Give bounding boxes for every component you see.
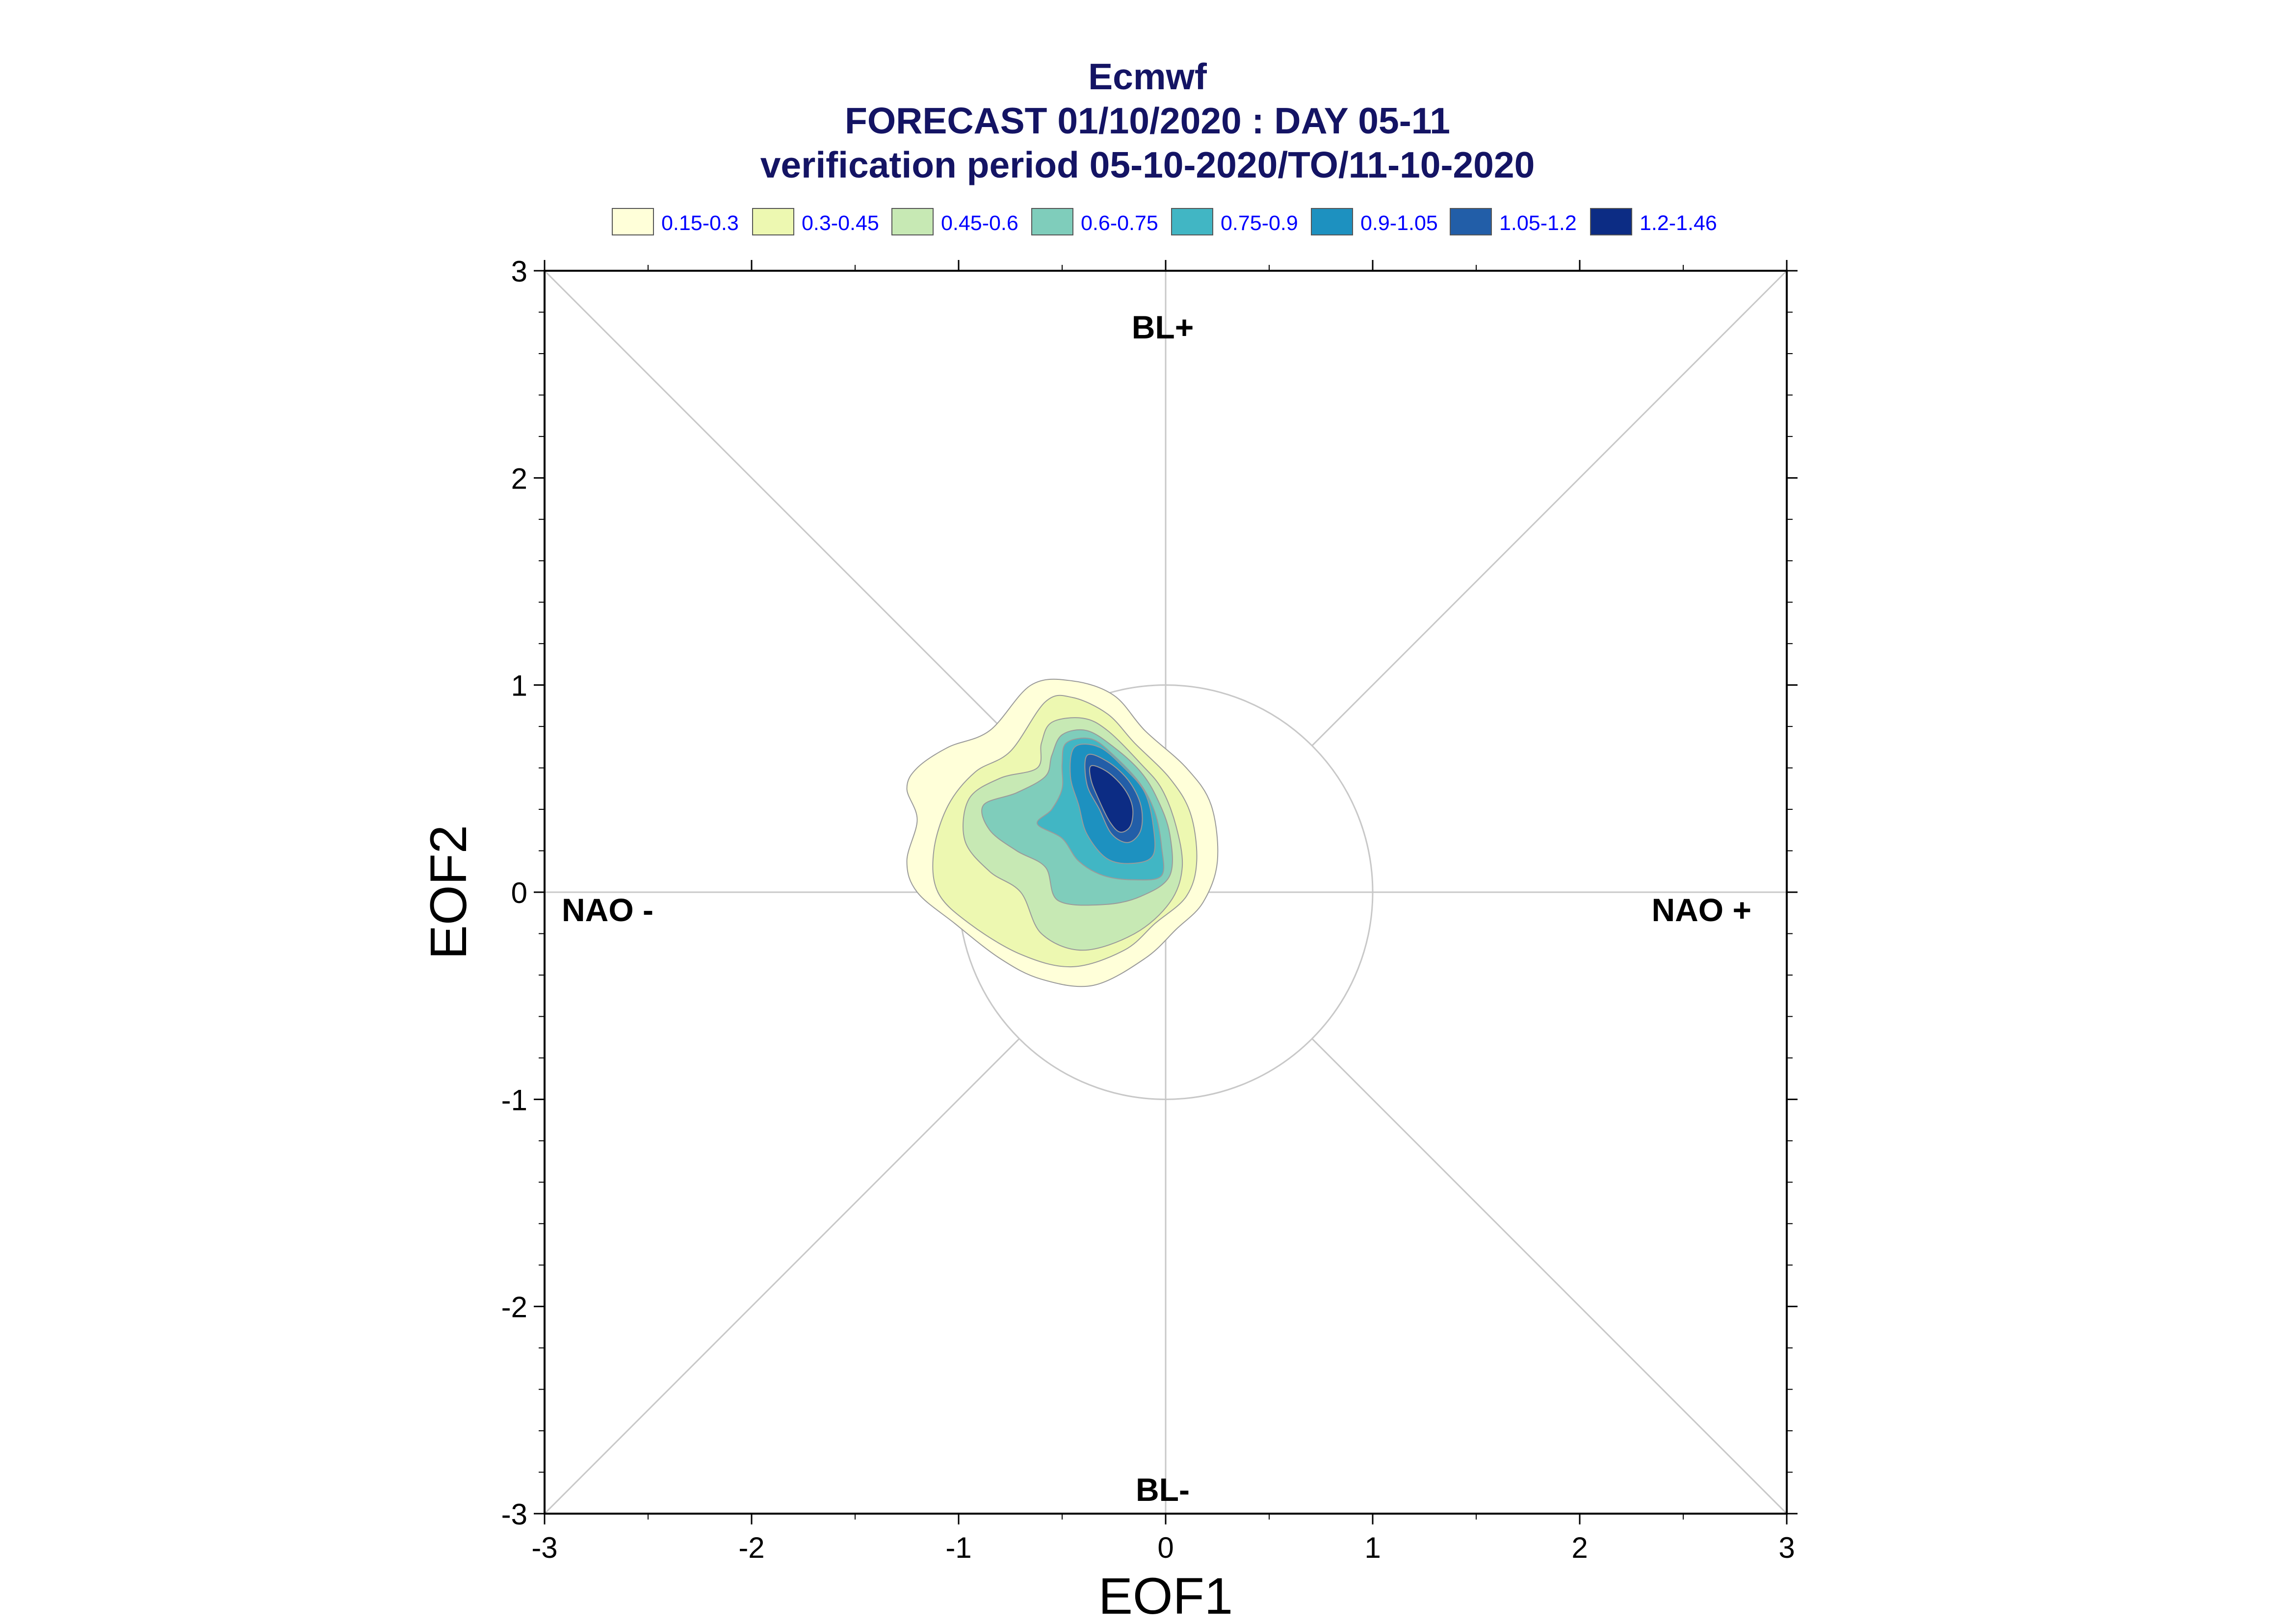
legend-swatch-7 <box>1590 208 1632 235</box>
x-axis-title: EOF1 <box>1098 1568 1233 1624</box>
diagonal-line-0 <box>544 270 1020 747</box>
legend-swatch-3 <box>1031 208 1073 235</box>
diagonal-line-2 <box>1311 1038 1788 1515</box>
y-tick-label-2: -1 <box>501 1083 527 1116</box>
label-bl-plus: BL+ <box>1132 309 1194 345</box>
legend-swatch-5 <box>1311 208 1353 235</box>
y-tick-label-6: 3 <box>511 255 527 288</box>
legend-swatch-4 <box>1171 208 1213 235</box>
y-axis-title: EOF2 <box>420 825 477 959</box>
x-tick-label-3: 0 <box>1157 1531 1174 1564</box>
plot-area: -3 -2 -1 0 1 2 3 -3 -2 -1 0 1 2 3 BL+ BL- NAO - NAO + <box>501 255 1798 1564</box>
x-tick-label-6: 3 <box>1778 1531 1795 1564</box>
legend-label-7: 1.2-1.46 <box>1640 211 1717 235</box>
diagonal-line-1 <box>1311 270 1788 747</box>
x-tick-label-2: -1 <box>945 1531 971 1564</box>
legend-label-5: 0.9-1.05 <box>1360 211 1438 235</box>
chart-title: Ecmwf <box>1088 56 1207 97</box>
legend-swatch-1 <box>752 208 794 235</box>
legend-swatch-2 <box>891 208 934 235</box>
density-contours <box>906 678 1219 987</box>
y-tick-label-4: 1 <box>511 670 527 702</box>
y-tick-label-1: -2 <box>501 1291 527 1324</box>
label-bl-minus: BL- <box>1136 1471 1190 1508</box>
y-tick-label-5: 2 <box>511 462 527 495</box>
x-tick-label-0: -3 <box>531 1531 557 1564</box>
y-tick-label-0: -3 <box>501 1498 527 1531</box>
diagonal-line-3 <box>544 1038 1020 1515</box>
legend-label-6: 1.05-1.2 <box>1499 211 1577 235</box>
x-tick-label-4: 1 <box>1364 1531 1381 1564</box>
x-tick-label-5: 2 <box>1571 1531 1588 1564</box>
y-tick-label-3: 0 <box>511 876 527 909</box>
x-tick-label-1: -2 <box>738 1531 764 1564</box>
legend-label-0: 0.15-0.3 <box>661 211 739 235</box>
label-nao-plus: NAO + <box>1651 892 1751 928</box>
contour-level-7 <box>1089 765 1134 833</box>
legend: 0.15-0.3 0.3-0.45 0.45-0.6 0.6-0.75 0.75-0.9… <box>612 208 1717 235</box>
axis-ticks: -3 -2 -1 0 1 2 3 -3 -2 -1 0 1 2 3 <box>501 255 1798 1564</box>
chart-subtitle: FORECAST 01/10/2020 : DAY 05-11 <box>845 100 1450 141</box>
legend-label-3: 0.6-0.75 <box>1081 211 1158 235</box>
chart-subtitle-period: verification period 05-10-2020/TO/11-10-… <box>760 144 1535 185</box>
legend-swatch-0 <box>612 208 654 235</box>
label-nao-minus: NAO - <box>562 892 653 928</box>
legend-label-4: 0.75-0.9 <box>1221 211 1298 235</box>
legend-label-2: 0.45-0.6 <box>941 211 1018 235</box>
legend-swatch-6 <box>1450 208 1492 235</box>
legend-label-1: 0.3-0.45 <box>802 211 879 235</box>
